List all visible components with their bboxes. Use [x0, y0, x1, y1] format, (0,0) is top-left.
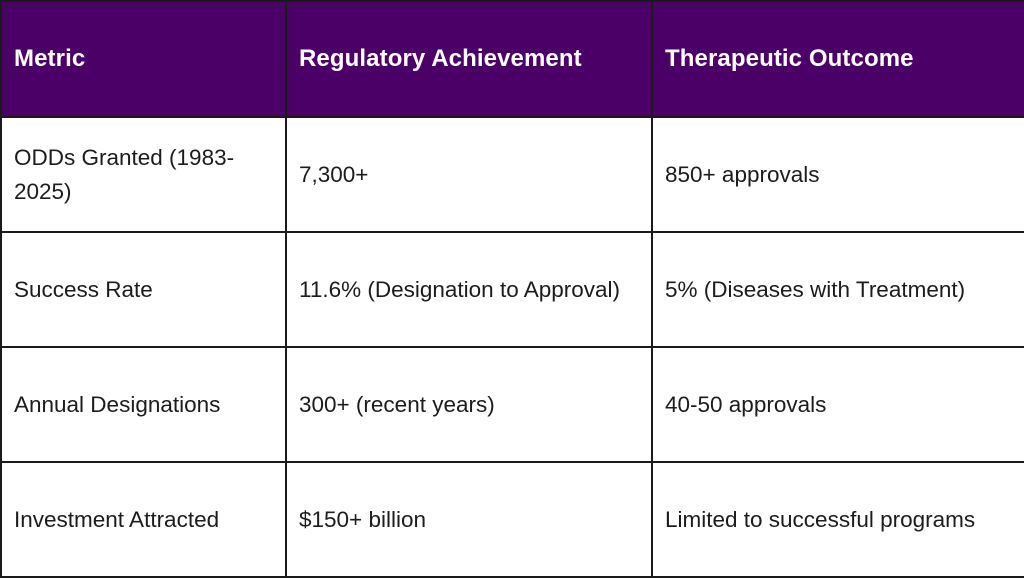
- table-row: ODDs Granted (1983-2025) 7,300+ 850+ app…: [0, 116, 1024, 233]
- cell-therapeutic-outcome: 850+ approvals: [651, 116, 1024, 233]
- cell-regulatory-achievement: 300+ (recent years): [285, 346, 653, 463]
- table-row: Annual Designations 300+ (recent years) …: [0, 346, 1024, 463]
- table-header-row: Metric Regulatory Achievement Therapeuti…: [0, 0, 1024, 118]
- cell-metric: ODDs Granted (1983-2025): [0, 116, 287, 233]
- header-regulatory-achievement: Regulatory Achievement: [285, 0, 653, 118]
- cell-regulatory-achievement: 11.6% (Designation to Approval): [285, 231, 653, 348]
- header-metric: Metric: [0, 0, 287, 118]
- header-therapeutic-outcome: Therapeutic Outcome: [651, 0, 1024, 118]
- cell-therapeutic-outcome: Limited to successful programs: [651, 461, 1024, 578]
- cell-metric: Success Rate: [0, 231, 287, 348]
- cell-regulatory-achievement: 7,300+: [285, 116, 653, 233]
- cell-metric: Annual Designations: [0, 346, 287, 463]
- table-row: Success Rate 11.6% (Designation to Appro…: [0, 231, 1024, 348]
- cell-metric: Investment Attracted: [0, 461, 287, 578]
- cell-regulatory-achievement: $150+ billion: [285, 461, 653, 578]
- table-row: Investment Attracted $150+ billion Limit…: [0, 461, 1024, 578]
- cell-therapeutic-outcome: 5% (Diseases with Treatment): [651, 231, 1024, 348]
- cell-therapeutic-outcome: 40-50 approvals: [651, 346, 1024, 463]
